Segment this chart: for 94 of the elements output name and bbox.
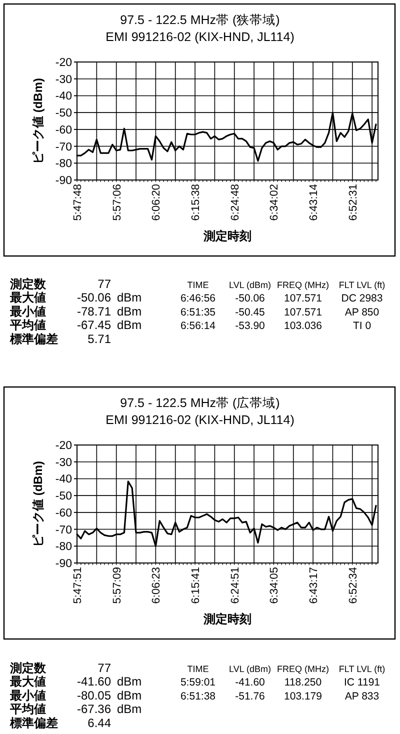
x-axis-title: 測定時刻 [202, 229, 252, 243]
text: -50.45 [235, 306, 266, 318]
text: FREQ (MHz) [277, 280, 329, 290]
x-tick-label: 6:06:20 [150, 184, 163, 221]
text: dBm [117, 290, 142, 305]
text: IC 1191 [344, 676, 380, 689]
y-tick-label: -20 [55, 57, 72, 69]
y-tick-label: -50 [55, 490, 72, 503]
x-tick-label: 6:43:14 [308, 184, 320, 221]
text: -67.45 [76, 318, 112, 332]
x-tick-label: 6:15:38 [190, 184, 202, 221]
text: dBm [117, 688, 142, 702]
text: FLT LVL (ft) [338, 664, 386, 674]
text: -53.90 [235, 320, 266, 332]
text: 最大値 [9, 674, 46, 689]
y-tick-label: -30 [55, 456, 72, 469]
text: FLT LVL (ft) [338, 280, 386, 290]
text: 107.571 [284, 306, 322, 318]
y-axis-title: ピーク値 (dBm) [31, 78, 45, 164]
x-tick-label: 6:06:23 [150, 567, 163, 604]
text: dBm [117, 318, 142, 332]
x-tick-label: 5:47:48 [72, 184, 84, 221]
chart-subtitle: EMI 991216-02 (KIX-HND, JL114) [106, 413, 294, 427]
text: 平均値 [9, 702, 46, 716]
x-tick-label: 5:47:51 [72, 567, 84, 604]
x-axis-title: 測定時刻 [202, 612, 252, 626]
y-tick-label: -70 [55, 141, 72, 154]
x-tick-label: 6:24:51 [229, 567, 242, 604]
y-tick-label: -80 [55, 158, 72, 170]
text: -41.60 [76, 674, 112, 689]
x-tick-label: 6:52:34 [347, 567, 360, 604]
y-axis-title: ピーク値 (dBm) [31, 461, 45, 547]
text: dBm [117, 702, 142, 716]
y-tick-label: -90 [55, 558, 72, 570]
text: AP 833 [344, 690, 380, 702]
text: dBm [117, 304, 142, 318]
text: 6:56:14 [180, 320, 216, 332]
text: 77 [98, 661, 112, 675]
text: 5:59:01 [180, 676, 216, 689]
y-tick-label: -60 [55, 507, 72, 520]
text: 最小値 [9, 688, 46, 702]
x-tick-label: 6:43:17 [308, 567, 320, 604]
y-tick-label: -70 [55, 524, 72, 536]
text: dBm [117, 674, 142, 689]
y-tick-label: -30 [55, 74, 72, 86]
text: 107.571 [284, 292, 322, 305]
y-tick-label: -90 [55, 175, 72, 187]
text: TI 0 [352, 320, 372, 332]
y-tick-label: -60 [55, 124, 72, 136]
y-tick-label: -40 [55, 474, 72, 486]
text: 測定数 [9, 661, 47, 675]
text: TIME [187, 664, 209, 674]
text: 6.44 [88, 716, 112, 730]
text: -50.06 [76, 290, 112, 305]
y-tick-label: -50 [55, 108, 72, 120]
text: -50.06 [235, 292, 266, 305]
text: -51.76 [235, 690, 266, 702]
text: -41.60 [235, 676, 266, 689]
x-tick-label: 6:34:02 [268, 184, 281, 221]
x-tick-label: 6:24:48 [229, 184, 242, 221]
text: 77 [98, 277, 112, 291]
text: FREQ (MHz) [277, 664, 329, 674]
text: -78.71 [76, 304, 112, 318]
text: 最大値 [9, 290, 46, 305]
x-tick-label: 5:57:09 [111, 567, 124, 604]
text: 6:51:35 [180, 306, 216, 318]
text: 103.179 [284, 690, 322, 702]
text: 標準偏差 [9, 332, 58, 346]
text: 6:51:38 [180, 690, 216, 702]
y-tick-label: -40 [55, 90, 72, 103]
text: 測定数 [9, 277, 47, 291]
chart-title: 97.5 - 122.5 MHz帯 (広帯域) [120, 395, 280, 410]
text: 標準偏差 [9, 716, 58, 730]
text: 118.250 [284, 676, 322, 689]
text: -67.36 [76, 702, 112, 716]
chart-title: 97.5 - 122.5 MHz帯 (狭帯域) [120, 13, 280, 27]
text: LVL (dBm) [228, 280, 272, 290]
y-tick-label: -20 [55, 440, 72, 452]
text: 平均値 [9, 318, 46, 332]
text: 最小値 [9, 304, 46, 318]
text: 103.036 [284, 320, 322, 332]
text: 6:46:56 [180, 292, 216, 305]
text: DC 2983 [341, 292, 383, 305]
text: 5.71 [88, 332, 112, 346]
text: TIME [187, 280, 209, 290]
x-tick-label: 6:34:05 [268, 567, 281, 604]
text: -80.05 [76, 688, 112, 702]
x-tick-label: 6:15:41 [190, 567, 202, 604]
chart-subtitle: EMI 991216-02 (KIX-HND, JL114) [106, 30, 294, 44]
y-tick-label: -80 [55, 541, 72, 554]
x-tick-label: 6:52:31 [347, 184, 360, 221]
text: AP 850 [344, 306, 380, 318]
x-tick-label: 5:57:06 [111, 184, 124, 221]
text: LVL (dBm) [228, 664, 272, 674]
